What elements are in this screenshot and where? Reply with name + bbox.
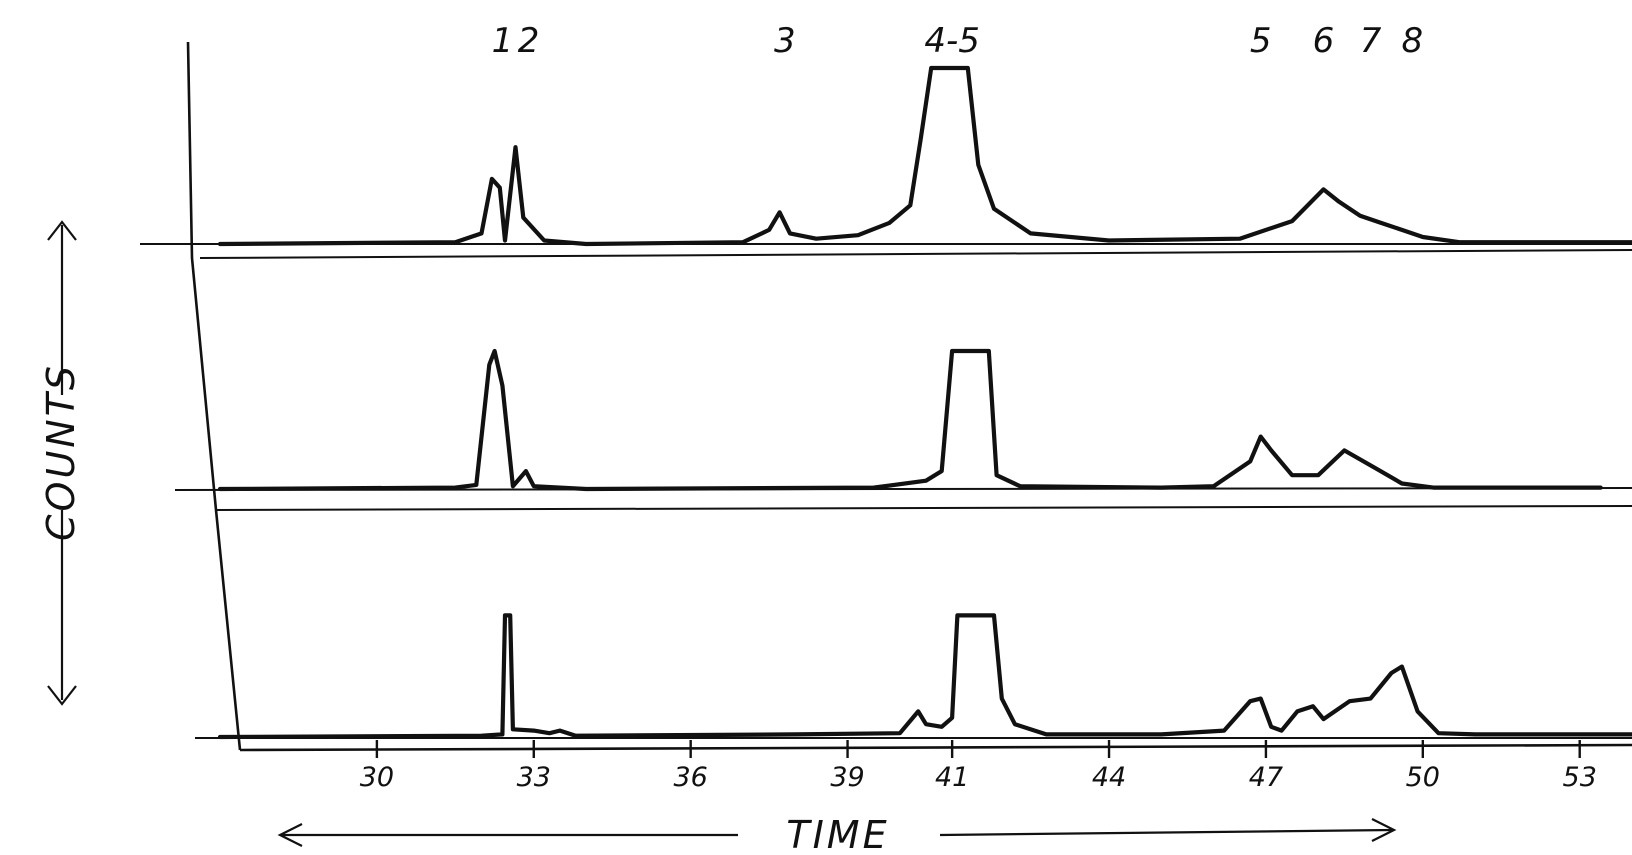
x-tick-label: 44: [1092, 762, 1126, 793]
peak-label: 3: [774, 21, 796, 61]
y-arrow-up-head: [47, 220, 77, 241]
x-tick-label: 47: [1249, 762, 1283, 793]
peak-label: 8: [1402, 21, 1424, 61]
x-arrow-right-line: [939, 828, 1393, 837]
x-tick-label: 33: [517, 762, 551, 793]
trace-1: [217, 65, 1632, 247]
peak-label: 7: [1360, 21, 1382, 61]
y-arrow-down-head: [47, 685, 77, 706]
x-tick-label: 50: [1406, 762, 1440, 793]
x-arrow-right-head: [1371, 818, 1397, 842]
x-arrow-left-head: [277, 823, 303, 847]
separator-line-2: [214, 505, 1632, 511]
peak-label: 5: [1250, 21, 1272, 61]
x-tick-label: 39: [830, 762, 864, 793]
peak-label: 1: [492, 21, 514, 61]
trace-2: [217, 348, 1603, 492]
x-tick-label: 30: [360, 762, 394, 793]
peak-label: 6: [1313, 21, 1335, 61]
x-ticks: 30 33 36 39 41 44 47 50 53: [360, 740, 1597, 793]
x-tick-label: 36: [673, 762, 707, 793]
peak-label: 2: [518, 21, 540, 61]
x-tick-label: 53: [1563, 762, 1597, 793]
x-tick-label: 41: [935, 762, 969, 793]
separator-line-1: [199, 249, 1632, 259]
peak-label: 4-5: [924, 21, 980, 61]
x-axis-title: TIME: [786, 813, 889, 855]
x-axis-title-group: TIME: [277, 813, 1397, 855]
traces: [217, 65, 1632, 740]
x-axis-line: [239, 743, 1632, 752]
y-axis-title-group: COUNTS: [39, 220, 83, 706]
peak-labels: 1 2 3 4-5 5 6 7 8: [492, 21, 1424, 61]
trace-3: [217, 613, 1632, 740]
y-axis-title: COUNTS: [39, 363, 83, 541]
y-axis-line: [186, 41, 242, 751]
panel-separators: [140, 243, 1632, 739]
